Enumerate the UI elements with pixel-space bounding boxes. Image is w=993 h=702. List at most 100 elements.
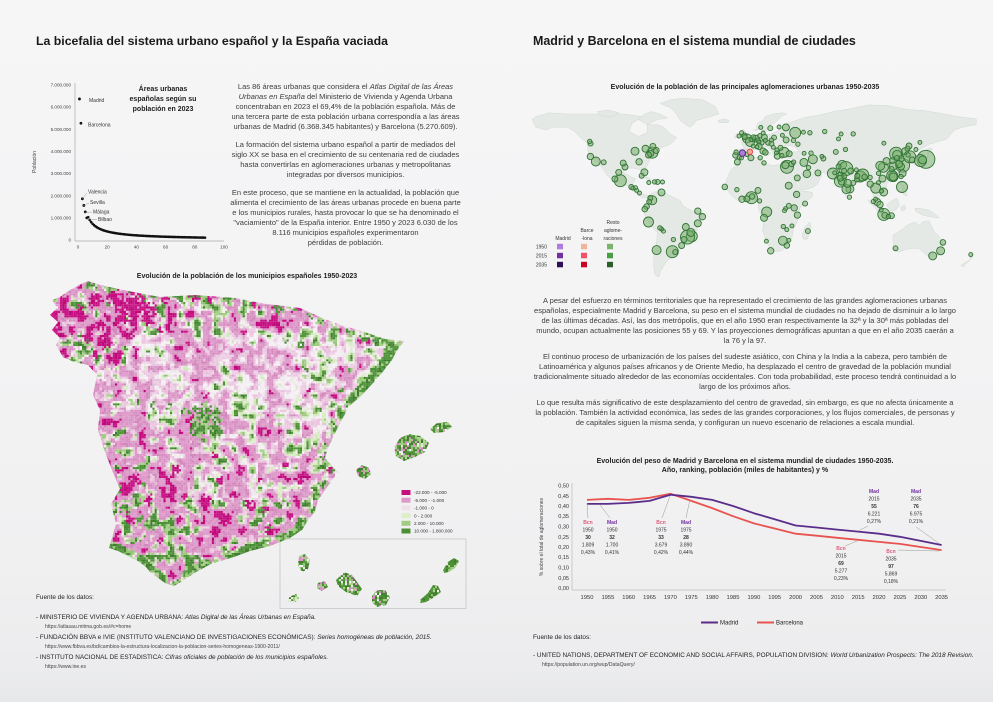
svg-text:30: 30 <box>585 535 591 541</box>
svg-text:-5.000 - -1.000: -5.000 - -1.000 <box>414 498 445 503</box>
svg-text:raciones: raciones <box>604 236 623 242</box>
svg-text:1950: 1950 <box>581 595 594 601</box>
svg-text:1950: 1950 <box>606 528 617 534</box>
svg-text:28: 28 <box>683 535 689 541</box>
svg-text:Madrid: Madrid <box>89 98 105 104</box>
svg-text:0 - 2.000: 0 - 2.000 <box>414 513 433 518</box>
svg-text:1970: 1970 <box>664 595 677 601</box>
svg-text:3.890: 3.890 <box>680 543 693 549</box>
svg-text:Bilbao: Bilbao <box>98 217 112 223</box>
svg-text:0: 0 <box>77 245 80 250</box>
svg-text:100: 100 <box>220 245 228 250</box>
svg-text:Valencia: Valencia <box>88 190 107 196</box>
svg-text:Madrid: Madrid <box>720 621 738 627</box>
svg-text:3.679: 3.679 <box>655 543 668 549</box>
svg-text:2.000.000: 2.000.000 <box>51 193 72 198</box>
svg-text:2020: 2020 <box>873 595 886 601</box>
svg-text:Bcn: Bcn <box>656 520 665 526</box>
svg-text:76: 76 <box>913 504 919 510</box>
svg-text:1990: 1990 <box>747 595 760 601</box>
svg-text:Barcelona: Barcelona <box>88 123 111 129</box>
svg-text:Madrid: Madrid <box>555 236 571 242</box>
svg-text:0,30: 0,30 <box>558 525 569 531</box>
svg-text:60: 60 <box>163 245 169 250</box>
svg-text:20: 20 <box>105 245 111 250</box>
svg-text:1985: 1985 <box>727 595 740 601</box>
svg-text:2035: 2035 <box>885 557 896 563</box>
svg-text:0,50: 0,50 <box>558 484 569 490</box>
svg-text:Barce: Barce <box>580 228 593 234</box>
svg-text:Mad: Mad <box>681 520 691 526</box>
svg-text:0,42%: 0,42% <box>654 550 669 556</box>
svg-text:55: 55 <box>871 504 877 510</box>
svg-text:80: 80 <box>192 245 198 250</box>
svg-text:32: 32 <box>609 535 615 541</box>
svg-text:0,15: 0,15 <box>558 555 569 561</box>
svg-text:0,18%: 0,18% <box>884 579 899 585</box>
svg-text:1.700: 1.700 <box>606 543 619 549</box>
svg-text:2015: 2015 <box>536 254 547 260</box>
svg-text:1975: 1975 <box>685 595 698 601</box>
svg-text:Málaga: Málaga <box>93 210 110 216</box>
svg-text:0,44%: 0,44% <box>679 550 694 556</box>
svg-text:2010: 2010 <box>831 595 844 601</box>
svg-text:6.975: 6.975 <box>910 512 923 518</box>
svg-text:1.000.000: 1.000.000 <box>51 215 72 220</box>
svg-text:4.000.000: 4.000.000 <box>51 149 72 154</box>
svg-text:-22.000 - -5.000: -22.000 - -5.000 <box>414 490 447 495</box>
svg-text:0,35: 0,35 <box>558 514 569 520</box>
svg-text:0,27%: 0,27% <box>867 519 882 525</box>
svg-text:5.869: 5.869 <box>885 572 898 578</box>
svg-text:0,10: 0,10 <box>558 566 569 572</box>
svg-text:2025: 2025 <box>893 595 906 601</box>
svg-text:Mad: Mad <box>607 520 617 526</box>
svg-text:Bcn: Bcn <box>836 546 845 552</box>
svg-text:0,40: 0,40 <box>558 504 569 510</box>
svg-text:2035: 2035 <box>910 497 921 503</box>
svg-text:0,25: 0,25 <box>558 535 569 541</box>
svg-text:0,41%: 0,41% <box>605 550 620 556</box>
svg-text:1950: 1950 <box>582 528 593 534</box>
svg-text:2015: 2015 <box>852 595 865 601</box>
svg-text:10.000 - 1.800.000: 10.000 - 1.800.000 <box>414 529 453 534</box>
svg-text:Áreas urbanas: Áreas urbanas <box>139 84 188 93</box>
svg-text:Mad: Mad <box>911 489 921 495</box>
svg-text:1960: 1960 <box>622 595 635 601</box>
svg-text:2005: 2005 <box>810 595 823 601</box>
svg-text:0,45: 0,45 <box>558 494 569 500</box>
svg-text:1955: 1955 <box>601 595 614 601</box>
svg-text:-lona: -lona <box>581 236 592 242</box>
svg-text:40: 40 <box>134 245 140 250</box>
svg-text:2030: 2030 <box>914 595 927 601</box>
svg-text:Bcn: Bcn <box>583 520 592 526</box>
svg-text:Resto: Resto <box>606 220 619 226</box>
svg-text:0,43%: 0,43% <box>581 550 596 556</box>
svg-text:2.000 - 10.000: 2.000 - 10.000 <box>414 521 444 526</box>
svg-text:Bcn: Bcn <box>886 549 895 555</box>
svg-text:0: 0 <box>68 238 71 243</box>
svg-text:2000: 2000 <box>789 595 802 601</box>
svg-text:97: 97 <box>888 564 894 570</box>
svg-text:2015: 2015 <box>868 497 879 503</box>
svg-text:0,23%: 0,23% <box>834 576 849 582</box>
svg-text:% sobre el total de aglomeraci: % sobre el total de aglomeraciones <box>539 497 545 576</box>
svg-text:población en 2023: población en 2023 <box>133 106 194 113</box>
svg-text:2015: 2015 <box>835 554 846 560</box>
svg-text:33: 33 <box>658 535 664 541</box>
svg-text:0,20: 0,20 <box>558 545 569 551</box>
svg-text:Barcelona: Barcelona <box>776 621 804 627</box>
svg-text:69: 69 <box>838 561 844 567</box>
svg-text:5.000.000: 5.000.000 <box>51 127 72 132</box>
svg-text:3.000.000: 3.000.000 <box>51 171 72 176</box>
svg-text:2035: 2035 <box>536 263 547 269</box>
svg-text:Población: Población <box>32 151 38 173</box>
svg-text:7.000.000: 7.000.000 <box>51 83 72 88</box>
svg-text:españolas según su: españolas según su <box>130 96 197 103</box>
svg-text:0,21%: 0,21% <box>909 519 924 525</box>
svg-text:5.277: 5.277 <box>835 569 848 575</box>
svg-text:1950: 1950 <box>536 245 547 251</box>
svg-text:6.221: 6.221 <box>868 512 881 518</box>
svg-text:-1.000 - 0: -1.000 - 0 <box>414 506 434 511</box>
svg-text:1995: 1995 <box>768 595 781 601</box>
svg-text:1975: 1975 <box>655 528 666 534</box>
